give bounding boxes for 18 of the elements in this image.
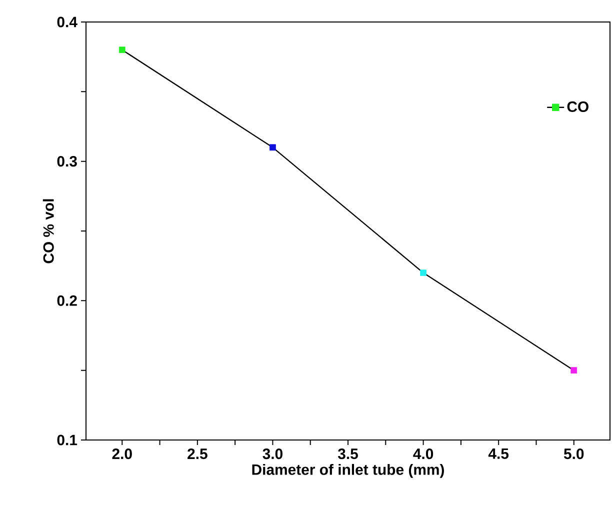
x-tick-label: 3.0 <box>262 448 282 460</box>
x-tick-label: 2.0 <box>112 448 132 460</box>
x-tick-label: 3.5 <box>338 448 358 460</box>
y-tick-label: 0.3 <box>57 156 77 167</box>
x-tick-label: 2.5 <box>188 448 208 460</box>
point <box>420 270 426 276</box>
legend-label: CO <box>567 101 588 112</box>
point <box>270 144 276 151</box>
x-tick-label: 5.0 <box>564 448 584 460</box>
point <box>118 46 126 54</box>
y-tick-label: 0.1 <box>57 434 78 446</box>
x-tick-label: 4.0 <box>413 448 434 460</box>
y-axis-title: CO % vol <box>42 199 54 264</box>
y-tick-label: 0.2 <box>57 295 77 306</box>
y-tick-label: 0.4 <box>57 16 78 28</box>
x-axis-title: Diameter of inlet tube (mm) <box>252 464 444 478</box>
x-tick-label: 4.5 <box>488 448 509 459</box>
point <box>570 367 578 374</box>
